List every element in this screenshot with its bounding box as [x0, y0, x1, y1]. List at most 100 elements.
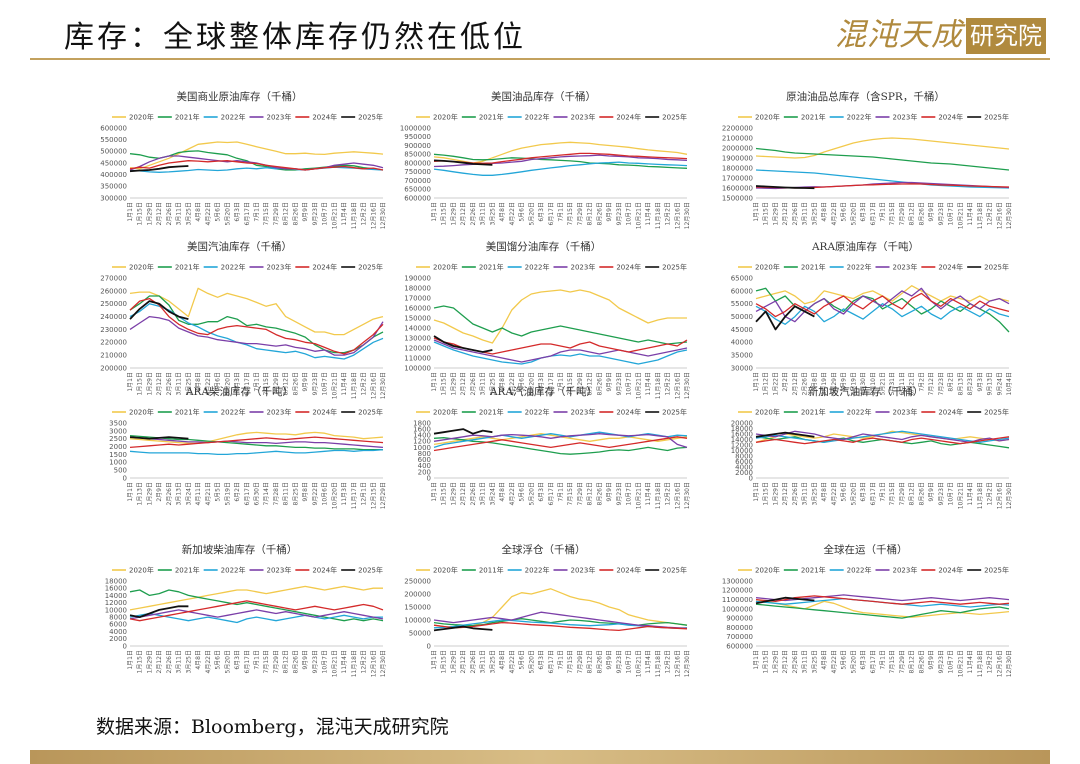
series-line	[433, 611, 688, 629]
legend-label: 2021年	[479, 263, 504, 272]
x-tick-label: 1月29日	[146, 202, 153, 225]
x-tick-label: 5月20日	[528, 482, 535, 505]
x-tick-label: 6月11日	[899, 372, 906, 395]
legend-label: 2025年	[984, 113, 1009, 122]
x-tick-label: 1月1日	[127, 650, 134, 670]
y-tick-label: 230000	[100, 326, 127, 334]
logo-box: 研究院	[966, 18, 1046, 54]
y-tick-label: 200000	[404, 590, 431, 598]
y-tick-label: 8000	[109, 614, 127, 622]
x-tick-label: 12月16日	[674, 202, 681, 229]
legend-label: 2024年	[938, 113, 963, 122]
y-tick-label: 14000	[731, 436, 753, 444]
y-tick-label: 600000	[100, 124, 127, 132]
x-tick-label: 1月13日	[137, 482, 144, 505]
y-tick-label: 10000	[105, 606, 127, 614]
x-tick-label: 10月21日	[957, 650, 964, 677]
series-line	[755, 430, 1010, 443]
series-line	[755, 431, 815, 438]
x-tick-label: 6月21日	[909, 372, 916, 395]
x-tick-label: 9月9日	[928, 482, 935, 502]
chart-panel-5: 美国馏分油库存（千桶） 2020年 2021年 2022年 2023年 2024年 2025…	[404, 240, 691, 399]
x-tick-label: 7月15日	[263, 372, 270, 395]
x-tick-label: 2月12日	[792, 372, 799, 395]
y-tick-label: 250000	[100, 300, 127, 308]
y-tick-label: 1000000	[400, 124, 431, 132]
y-tick-label: 700000	[726, 633, 753, 641]
x-tick-label: 12月30日	[1006, 482, 1013, 509]
y-tick-label: 30000	[731, 364, 753, 372]
x-tick-label: 1月1日	[127, 202, 134, 222]
legend-label: 2021年	[479, 113, 504, 122]
y-tick-label: 800000	[726, 624, 753, 632]
x-tick-label: 9月23日	[616, 202, 623, 225]
chart-title: 原油油品总库存（含SPR，千桶）	[786, 90, 945, 103]
y-tick-label: 450000	[100, 159, 127, 167]
x-tick-label: 9月9日	[606, 650, 613, 670]
x-tick-label: 1月29日	[450, 372, 457, 395]
y-tick-label: 2000	[109, 635, 127, 643]
chart-title: 新加坡汽油库存（千桶）	[808, 385, 924, 398]
x-tick-label: 6月17日	[548, 372, 555, 395]
x-tick-label: 7月29日	[273, 202, 280, 225]
x-tick-label: 7月23日	[938, 372, 945, 395]
x-tick-label: 2月26日	[470, 202, 477, 225]
x-tick-label: 3月25日	[489, 202, 496, 225]
x-tick-label: 8月12日	[283, 650, 290, 673]
chart-title: 美国馏分油库存（千桶）	[486, 240, 602, 253]
x-tick-label: 10月7日	[948, 202, 955, 225]
y-tick-label: 120000	[404, 344, 431, 352]
y-tick-label: 170000	[404, 294, 431, 302]
x-tick-label: 12月16日	[370, 202, 377, 229]
x-tick-label: 1月22日	[772, 372, 779, 395]
x-tick-label: 10月7日	[626, 372, 633, 395]
x-tick-label: 7月15日	[567, 650, 574, 673]
legend-label: 2020年	[129, 263, 154, 272]
series-line	[129, 612, 383, 624]
y-tick-label: 16000	[731, 430, 753, 438]
x-tick-label: 2月26日	[166, 372, 173, 395]
x-tick-label: 7月29日	[577, 482, 584, 505]
x-tick-label: 2月26日	[470, 650, 477, 673]
x-tick-label: 5月20日	[224, 650, 231, 673]
x-tick-label: 7月15日	[567, 482, 574, 505]
x-tick-label: 12月30日	[380, 372, 387, 399]
footer-bar	[30, 750, 1050, 764]
series-line	[755, 596, 815, 605]
x-tick-label: 2月12日	[156, 372, 163, 395]
y-tick-label: 250000	[404, 577, 431, 585]
x-tick-label: 4月21日	[205, 482, 212, 505]
chart-title: 全球在运（千桶）	[824, 543, 908, 556]
x-tick-label: 5月19日	[224, 482, 231, 505]
x-tick-label: 10月7日	[948, 482, 955, 505]
x-tick-label: 4月8日	[195, 650, 202, 670]
x-tick-label: 7月15日	[567, 372, 574, 395]
x-tick-label: 6月3日	[234, 372, 241, 392]
y-tick-label: 180000	[404, 284, 431, 292]
chart-panel-6: ARA原油库存（千吨） 2020年 2021年 2022年 2023年 2024年 2025…	[731, 240, 1013, 395]
x-tick-label: 9月23日	[616, 650, 623, 673]
y-tick-label: 35000	[731, 352, 753, 360]
y-tick-label: 150000	[404, 603, 431, 611]
x-tick-label: 10月7日	[626, 482, 633, 505]
x-tick-label: 2月12日	[460, 650, 467, 673]
series-line	[755, 305, 815, 331]
x-tick-label: 7月1日	[254, 372, 261, 392]
x-tick-label: 6月17日	[244, 650, 251, 673]
x-tick-label: 7月14日	[263, 482, 270, 505]
chart-panel-4: 美国汽油库存（千桶） 2020年 2021年 2022年 2023年 2024年 2025年…	[100, 240, 387, 399]
x-tick-label: 8月26日	[292, 650, 299, 673]
legend-label: 2022年	[525, 263, 550, 272]
x-tick-label: 8月26日	[596, 202, 603, 225]
chart-title: 新加坡柴油库存（千桶）	[182, 543, 298, 556]
y-tick-label: 600000	[726, 642, 753, 650]
x-tick-label: 8月12日	[909, 202, 916, 225]
x-tick-label: 1月15日	[763, 482, 770, 505]
x-tick-label: 8月12日	[283, 372, 290, 395]
x-tick-label: 3月24日	[185, 482, 192, 505]
x-tick-label: 9月23日	[938, 202, 945, 225]
x-tick-label: 11月18日	[351, 650, 358, 677]
x-tick-label: 5月6日	[841, 482, 848, 502]
x-tick-label: 1月15日	[763, 202, 770, 225]
chart-title: 美国油品库存（千桶）	[491, 90, 596, 103]
